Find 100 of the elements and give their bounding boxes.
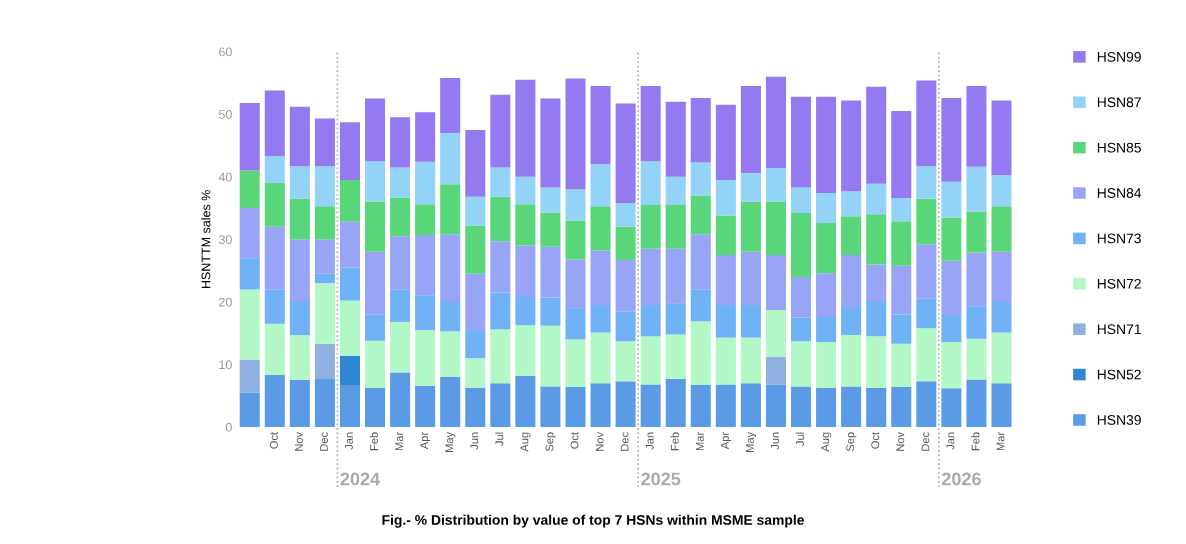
- y-tick-label: 0: [225, 422, 232, 432]
- y-tick-label: 40: [218, 172, 232, 182]
- bar: [816, 223, 837, 274]
- x-tick-label: Mar: [395, 432, 404, 451]
- bar: [640, 161, 661, 205]
- bar: [289, 106, 310, 167]
- bar: [590, 305, 611, 333]
- bar: [490, 329, 511, 384]
- bar: [390, 289, 411, 322]
- bar: [515, 325, 536, 376]
- bar: [314, 283, 335, 344]
- bar: [941, 260, 962, 316]
- bar: [891, 314, 912, 344]
- text: Fig.- % Distribution by value of top 7 HSNs within MSME sample: [382, 514, 804, 528]
- bar: [314, 206, 335, 240]
- text: 2026: [941, 472, 981, 486]
- bar: [465, 273, 486, 331]
- bar: [339, 267, 360, 301]
- bar: [991, 251, 1012, 302]
- bar: [465, 387, 486, 428]
- bar: [440, 133, 461, 185]
- bar: [289, 166, 310, 199]
- bar: [991, 301, 1012, 333]
- bar: [289, 301, 310, 336]
- x-tick-label: Aug: [520, 432, 531, 452]
- bar: [590, 250, 611, 306]
- bar: [465, 358, 486, 388]
- bar: [615, 103, 636, 204]
- bar: [440, 331, 461, 377]
- bar: [866, 86, 887, 184]
- bar: [866, 387, 887, 428]
- bar: [565, 308, 586, 340]
- bar: [515, 375, 536, 428]
- bar: [339, 300, 360, 356]
- bar: [816, 96, 837, 194]
- bar: [715, 305, 736, 338]
- bar: [690, 321, 711, 386]
- bar: [365, 251, 386, 315]
- bar: [415, 161, 436, 205]
- bar: [415, 295, 436, 331]
- bar: [490, 383, 511, 428]
- bar: [415, 330, 436, 386]
- bar: [239, 392, 260, 428]
- bar: [314, 343, 335, 379]
- y-tick-label: 50: [218, 110, 232, 119]
- bar: [841, 335, 862, 387]
- bar: [791, 213, 812, 277]
- bar: [264, 226, 285, 290]
- x-tick-label: Feb: [369, 432, 379, 451]
- x-tick-label: Mar: [996, 432, 1005, 451]
- legend-label: HSN99: [1097, 51, 1141, 62]
- bar: [966, 338, 987, 380]
- bar: [440, 234, 461, 302]
- bar: [866, 214, 887, 265]
- y-tick-label: 10: [219, 360, 232, 370]
- bar: [314, 166, 335, 207]
- bar: [816, 387, 837, 428]
- y-tick-label: 60: [219, 47, 232, 57]
- bar: [390, 321, 411, 373]
- bar: [791, 187, 812, 214]
- x-tick-label: Dec: [921, 432, 930, 451]
- bar: [540, 325, 561, 387]
- bar: [339, 355, 360, 386]
- bar: [916, 244, 937, 299]
- bar: [264, 375, 285, 428]
- bar: [415, 204, 436, 235]
- bar: [791, 96, 812, 188]
- bar: [314, 239, 335, 274]
- bar: [916, 298, 937, 329]
- x-tick-label: Jan: [345, 432, 353, 450]
- bar: [991, 332, 1012, 384]
- bar: [841, 191, 862, 217]
- x-tick-label: Aug: [821, 432, 832, 452]
- bar: [339, 122, 360, 180]
- bar: [390, 167, 411, 198]
- bar: [490, 94, 511, 168]
- bar: [239, 258, 260, 290]
- legend-label: HSN72: [1097, 278, 1141, 289]
- bar: [540, 297, 561, 326]
- x-tick-label: Oct: [570, 431, 579, 449]
- bar: [715, 104, 736, 180]
- bar: [440, 376, 461, 428]
- bar: [615, 260, 636, 312]
- bar: [615, 311, 636, 342]
- bar: [665, 334, 686, 379]
- bar: [540, 246, 561, 298]
- bar: [365, 387, 386, 428]
- bar: [590, 206, 611, 251]
- bar: [916, 198, 937, 245]
- bar: [791, 386, 812, 428]
- bar: [590, 383, 611, 428]
- bar: [841, 100, 862, 192]
- bar: [941, 388, 962, 428]
- bar: [289, 198, 310, 240]
- bar: [690, 97, 711, 163]
- bar: [565, 259, 586, 309]
- bar: [740, 305, 761, 338]
- legend-label: HSN85: [1097, 142, 1141, 153]
- bar: [590, 86, 611, 165]
- bar: [916, 80, 937, 167]
